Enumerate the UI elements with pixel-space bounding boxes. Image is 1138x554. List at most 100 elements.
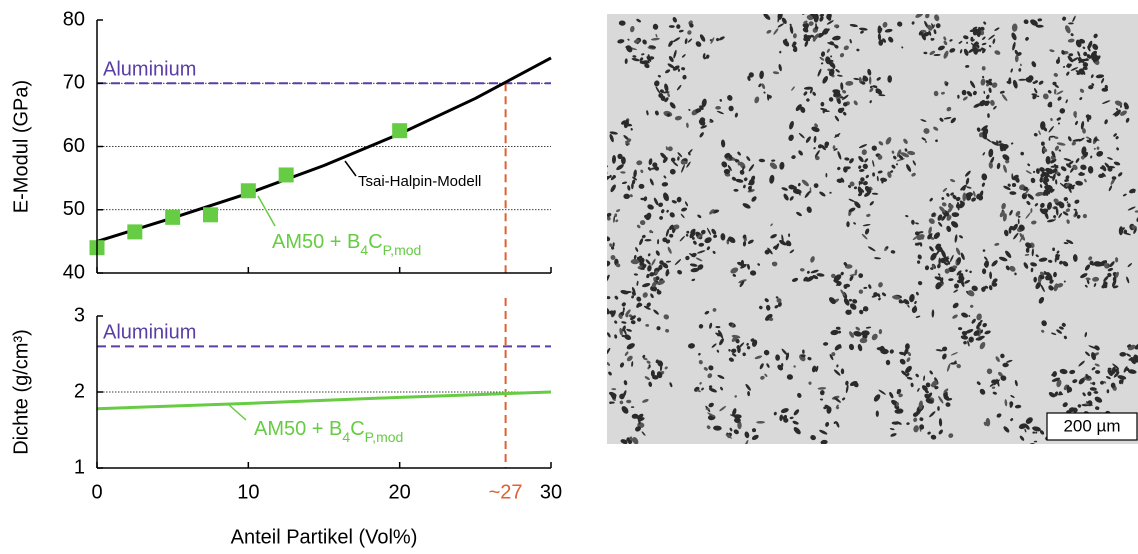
particle [991,141,1000,146]
particle [644,63,650,69]
particle [779,414,784,422]
particle [898,351,906,356]
particle [716,349,720,353]
particle [936,283,942,288]
particle [948,278,954,282]
particle [1043,190,1049,196]
particle [872,85,878,89]
particle [776,298,782,303]
particle [859,168,865,173]
particle [1048,126,1054,133]
particle [1039,274,1045,280]
particle [788,134,794,141]
particle [954,283,959,289]
particle [820,108,828,111]
particle [958,327,963,331]
particle [666,209,669,213]
particle [1012,79,1018,89]
particle [1025,170,1032,174]
particle [671,200,677,204]
particle [667,146,673,152]
particle [873,394,881,402]
particle [1058,212,1063,219]
particle [1093,147,1096,150]
particle [609,131,618,135]
particle [845,80,854,86]
particle [892,295,901,300]
particle [829,41,835,45]
particle [903,299,910,305]
particle [825,173,828,178]
particle [1038,130,1041,136]
particle [1118,379,1123,385]
particle [607,347,611,355]
particle [637,265,643,269]
particle [720,386,723,391]
particle [943,394,950,401]
particle [929,197,933,202]
particle [610,392,617,400]
particle [680,213,685,219]
particle [1091,352,1096,361]
particle [824,404,832,410]
particle [859,337,868,344]
particle [696,250,706,254]
particle [1027,163,1031,167]
particle [660,152,667,160]
particle [973,103,982,108]
particle [1126,344,1132,348]
particle [955,247,961,256]
particle [820,51,826,57]
particle [1096,146,1100,150]
particle [964,192,973,198]
particle [803,86,813,90]
particle [761,83,766,90]
particle [887,171,892,178]
particle [1054,391,1059,397]
particle [640,261,644,267]
particle [843,297,850,306]
particle [859,309,864,315]
particle [1090,50,1097,58]
particle [865,174,869,179]
particle [833,274,842,282]
particle [718,36,725,41]
particle [907,351,912,357]
particle [981,125,988,131]
particle [833,397,841,403]
particle [610,255,616,260]
particle [914,409,921,417]
particle [835,404,839,409]
particle [1023,19,1029,25]
particle [992,38,996,44]
particle [653,197,659,206]
particle [737,151,741,156]
particle [659,215,663,220]
particle [708,365,714,371]
particle [871,145,877,151]
particle [1014,379,1018,387]
particle [871,333,878,341]
particle [917,254,922,260]
particle [917,280,923,286]
particle [852,299,858,304]
particle [1088,85,1094,90]
leader-line [257,195,276,227]
particle [966,91,973,97]
particle [1086,136,1090,139]
particle [965,170,971,177]
particle [980,329,983,334]
particle [1103,275,1109,282]
particle [919,424,925,430]
particle [819,14,825,17]
particle [1038,80,1044,85]
particle [923,128,930,134]
particle [832,145,836,150]
particle [1051,332,1057,335]
particle [1002,362,1009,368]
particle [698,324,704,329]
particle [655,250,660,256]
particle [707,373,713,379]
particle [1034,80,1038,84]
particle [1129,188,1136,194]
